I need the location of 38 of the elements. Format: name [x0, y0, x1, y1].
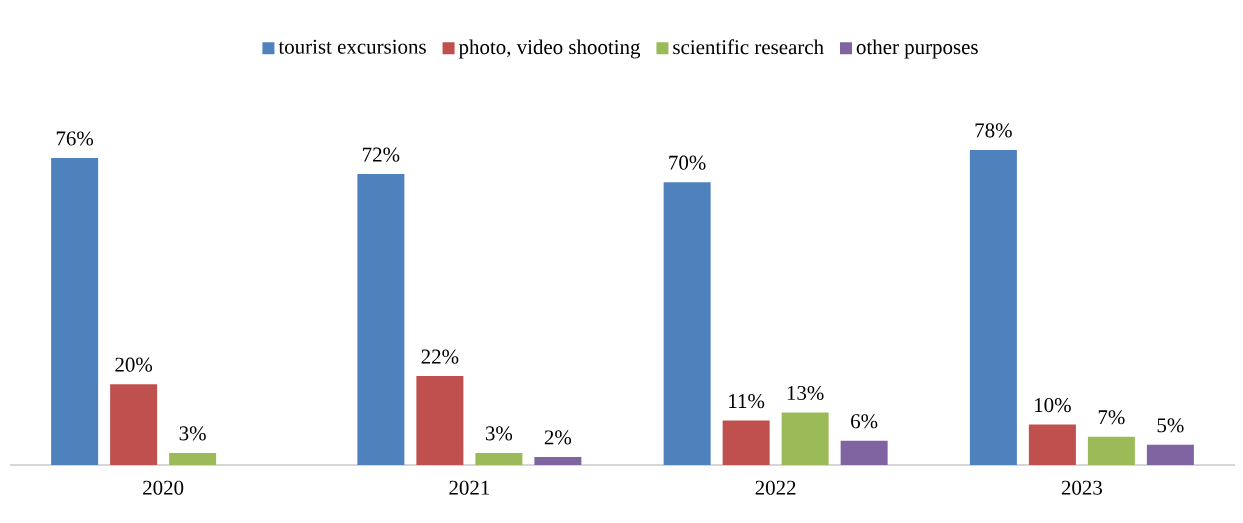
bar [169, 452, 217, 465]
bar [416, 376, 464, 465]
legend-label: scientific research [673, 39, 824, 55]
x-tick-label: 2020 [143, 480, 184, 495]
data-label: 70% [669, 155, 706, 170]
x-tick-label: 2023 [1061, 480, 1102, 495]
x-tick-label: 2021 [449, 480, 490, 495]
bar [840, 440, 888, 465]
data-label: 20% [115, 357, 153, 372]
data-label: 5% [1157, 418, 1184, 433]
data-label: 3% [485, 426, 513, 441]
data-label: 10% [1035, 398, 1071, 413]
bar [1028, 424, 1076, 465]
legend-label: tourist excursions [278, 39, 426, 54]
bar [51, 157, 99, 465]
legend-label: other purposes [856, 39, 978, 59]
bar [110, 384, 158, 465]
data-label: 13% [787, 385, 824, 401]
bar [534, 456, 582, 465]
bar [1087, 436, 1135, 465]
data-label: 2% [544, 430, 572, 445]
data-label: 78% [975, 123, 1012, 138]
data-label: 6% [851, 414, 878, 429]
data-label: 11% [729, 393, 765, 409]
bar [722, 420, 770, 465]
bar [1146, 444, 1194, 465]
data-label: 22% [421, 349, 459, 364]
bar [663, 182, 711, 465]
data-label: 3% [179, 426, 206, 441]
bar [781, 412, 829, 465]
legend-label: photo, video shooting [458, 39, 641, 59]
bar [969, 149, 1017, 465]
bar [475, 452, 523, 465]
bar [357, 174, 405, 465]
x-tick-label: 2022 [755, 480, 796, 495]
data-label: 76% [56, 131, 94, 146]
data-label: 72% [363, 147, 400, 162]
data-label: 7% [1098, 410, 1125, 425]
